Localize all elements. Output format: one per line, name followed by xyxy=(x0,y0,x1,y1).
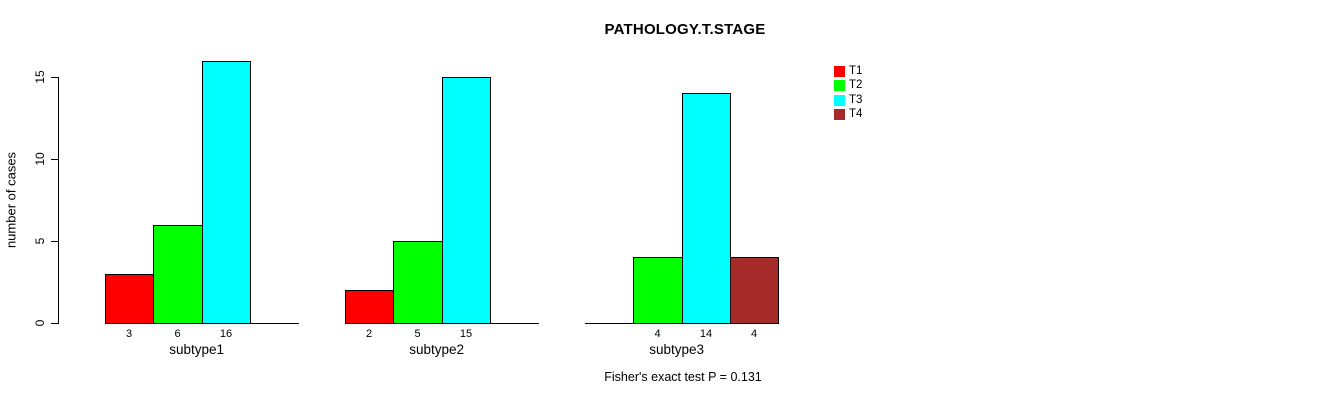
legend-swatch-T3 xyxy=(834,94,845,106)
bar-T4-subtype3 xyxy=(730,257,779,324)
y-axis-tick xyxy=(51,159,58,160)
chart-title: PATHOLOGY.T.STAGE xyxy=(604,21,766,38)
bar-T1-subtype2 xyxy=(345,290,394,324)
bar-value-T2-subtype2: 5 xyxy=(414,328,421,340)
y-axis-tick-label: 0 xyxy=(33,319,47,327)
bar-T3-subtype2 xyxy=(442,77,491,324)
legend-swatch-T2 xyxy=(834,80,845,92)
y-axis-line xyxy=(58,77,59,324)
bar-T2-subtype3 xyxy=(633,257,683,324)
bar-value-T2-subtype1: 6 xyxy=(174,328,181,340)
category-label-subtype1: subtype1 xyxy=(169,342,224,357)
bar-value-T4-subtype3: 4 xyxy=(750,328,758,340)
y-axis-tick-label: 10 xyxy=(33,152,47,166)
bar-value-T2-subtype3: 4 xyxy=(654,328,661,340)
legend-label-T4: T4 xyxy=(849,107,863,120)
bar-value-T3-subtype2: 15 xyxy=(459,328,473,340)
y-axis-tick xyxy=(51,77,58,78)
bar-value-T1-subtype2: 2 xyxy=(365,328,373,340)
legend-swatch-T1 xyxy=(834,66,845,77)
bar-T3-subtype3 xyxy=(682,93,731,324)
legend-swatch-T4 xyxy=(834,108,845,120)
bar-value-T3-subtype3: 14 xyxy=(699,328,713,340)
bar-T2-subtype1 xyxy=(153,225,203,324)
y-axis-tick xyxy=(51,241,58,242)
y-axis-tick-label: 15 xyxy=(33,70,47,84)
bar-value-T3-subtype1: 16 xyxy=(219,328,233,340)
category-label-subtype2: subtype2 xyxy=(409,342,464,357)
legend-label-T3: T3 xyxy=(849,93,863,106)
footnote-fisher-test: Fisher's exact test P = 0.131 xyxy=(604,370,762,384)
category-label-subtype3: subtype3 xyxy=(649,342,704,357)
legend-label-T1: T1 xyxy=(849,65,863,77)
y-axis-tick-label: 5 xyxy=(33,237,47,245)
legend-label-T2: T2 xyxy=(849,79,863,92)
bar-T3-subtype1 xyxy=(202,61,251,324)
y-axis-label: number of cases xyxy=(3,151,19,249)
bar-T1-subtype1 xyxy=(105,274,154,324)
bar-value-T1-subtype1: 3 xyxy=(125,328,133,340)
bar-T2-subtype2 xyxy=(393,241,443,324)
y-axis-tick xyxy=(51,323,58,324)
